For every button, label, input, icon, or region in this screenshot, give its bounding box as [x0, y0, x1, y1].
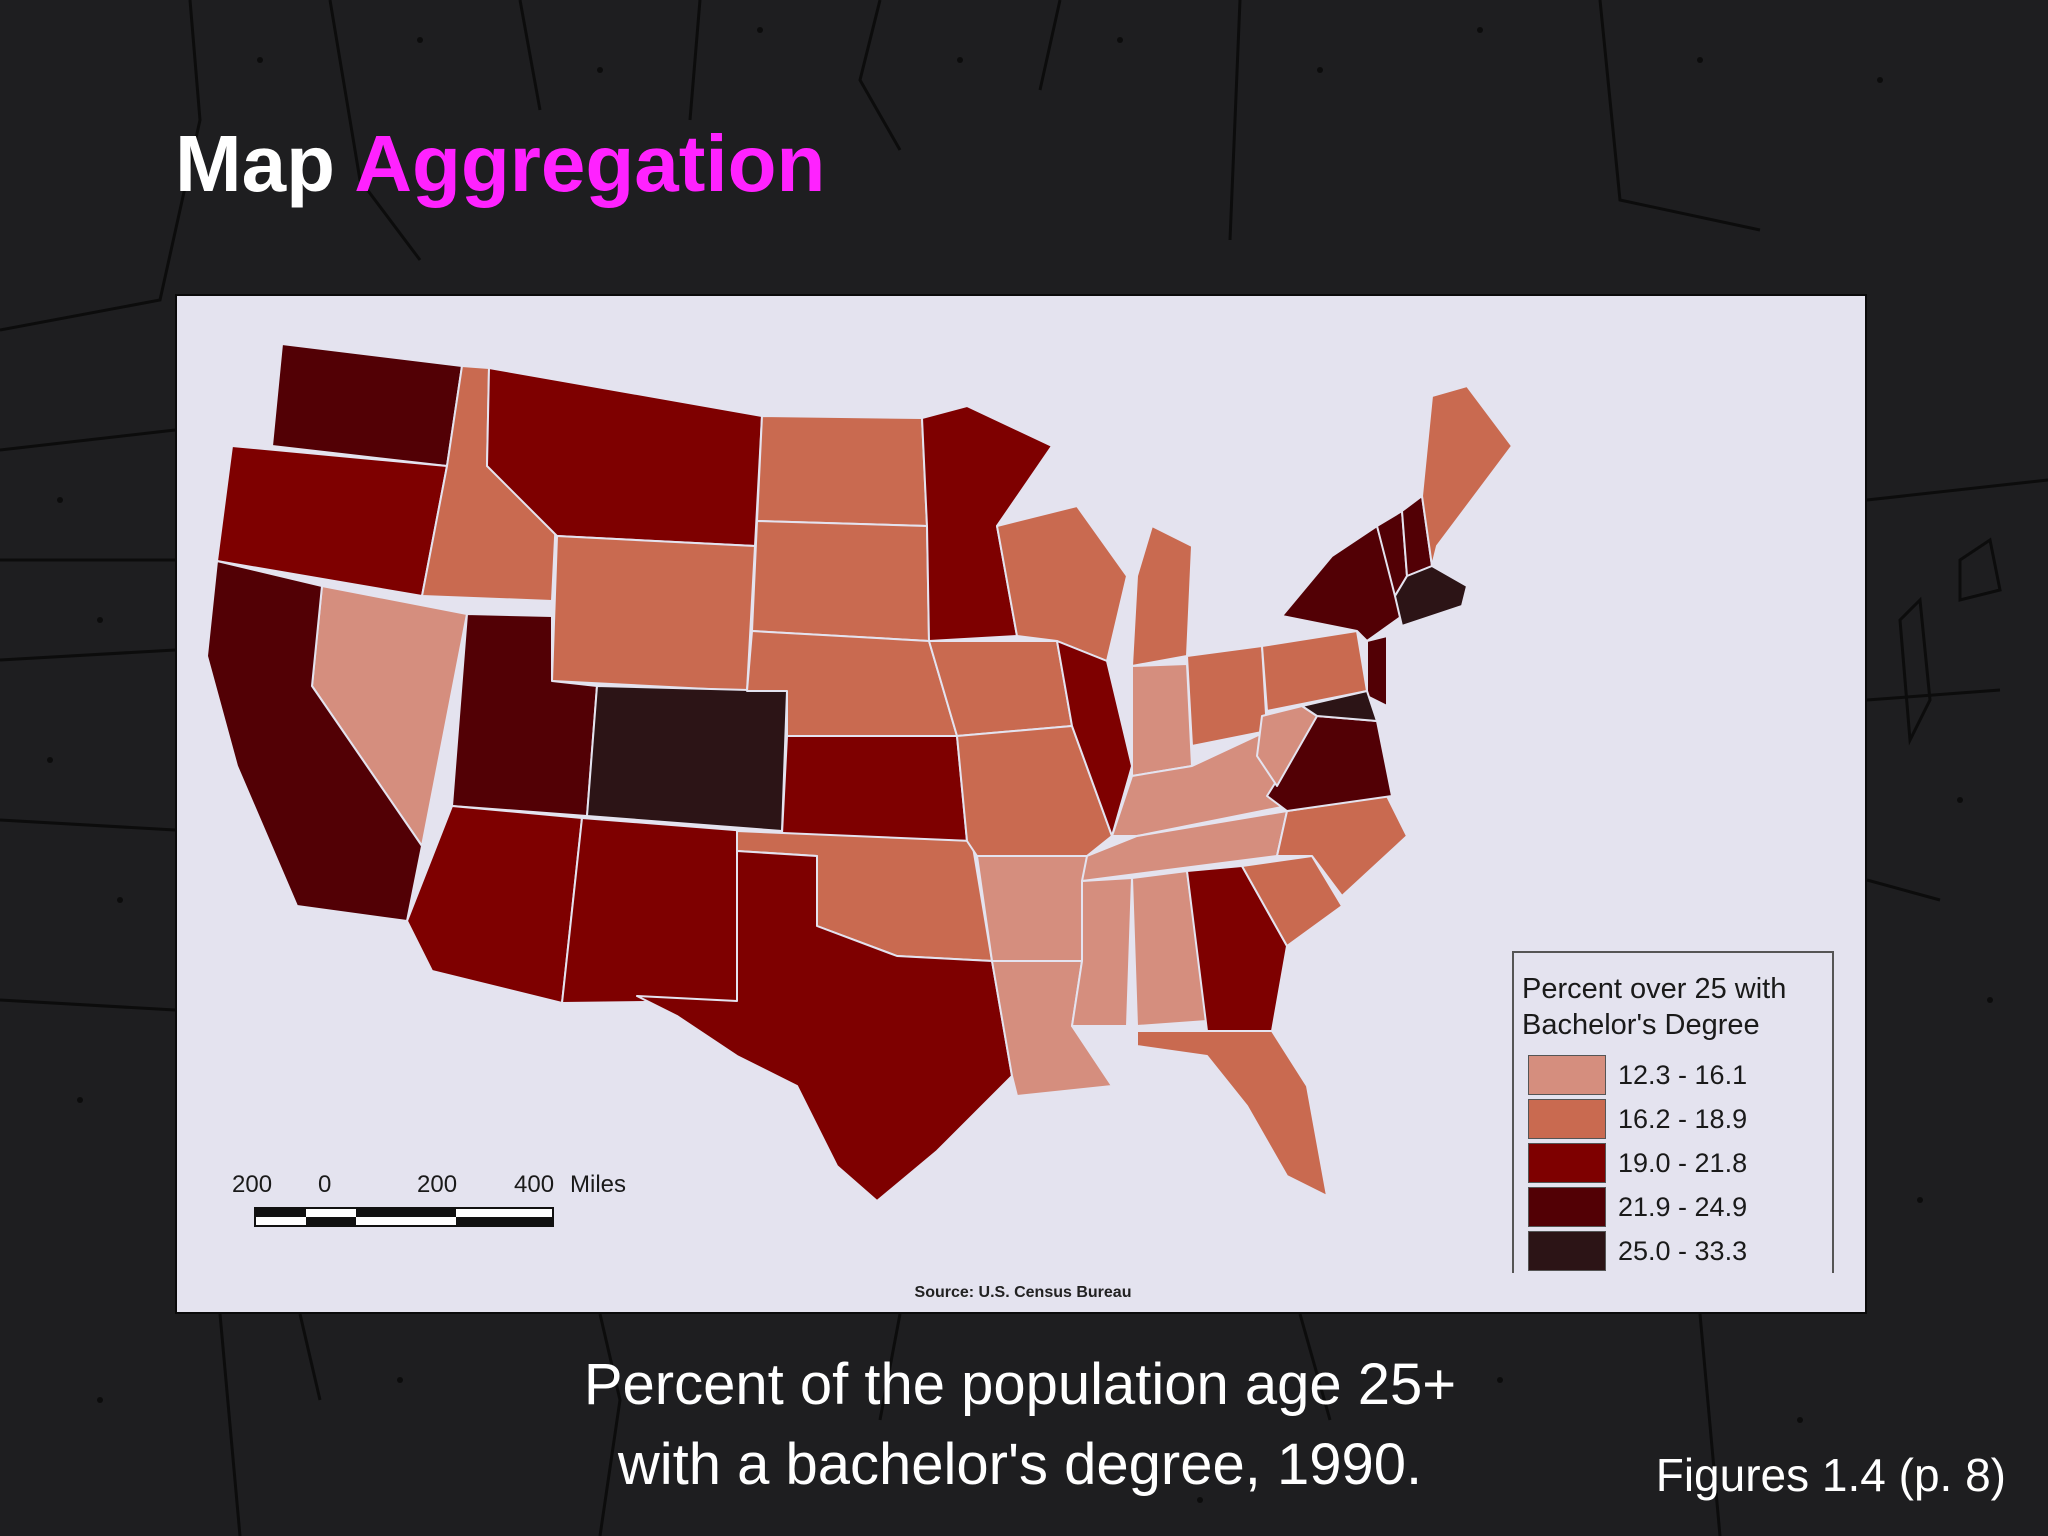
scale-bar: 200 0 200 400 Miles: [232, 1171, 692, 1261]
state-ohio: [1186, 645, 1268, 747]
legend-swatch: [1528, 1143, 1606, 1183]
title-accent: Aggregation: [354, 119, 826, 208]
legend-label: 19.0 - 21.8: [1618, 1147, 1748, 1178]
state-texas: [636, 850, 1013, 1202]
state-indiana: [1131, 663, 1193, 777]
state-wisconsin: [996, 505, 1128, 662]
legend-label: 21.9 - 24.9: [1618, 1191, 1748, 1222]
state-south-carolina: [1241, 855, 1343, 947]
state-michigan: [1131, 525, 1193, 667]
state-massachusetts: [1394, 565, 1468, 627]
scale-unit: Miles: [570, 1171, 627, 1198]
state-kansas: [781, 735, 968, 842]
legend-class: 25.0 - 33.3: [1522, 1229, 1832, 1273]
legend-class: 21.9 - 24.9: [1522, 1185, 1832, 1229]
state-new-mexico: [561, 817, 748, 1004]
state-arizona: [406, 805, 583, 1004]
state-maine: [1421, 385, 1513, 567]
state-south-dakota: [751, 520, 930, 642]
legend-swatch: [1528, 1055, 1606, 1095]
legend-label: 12.3 - 16.1: [1618, 1059, 1748, 1090]
scale-label-0: 0: [318, 1171, 332, 1198]
legend-swatch: [1528, 1231, 1606, 1271]
title-main: Map: [175, 119, 335, 208]
slide-caption: Percent of the population age 25+ with a…: [470, 1345, 1570, 1505]
legend-label: 16.2 - 18.9: [1618, 1103, 1748, 1134]
legend-class: 19.0 - 21.8: [1522, 1141, 1832, 1185]
scale-bar-graphic: [254, 1207, 554, 1227]
state-illinois: [1056, 640, 1133, 837]
state-arkansas: [976, 855, 1088, 962]
legend-swatch: [1528, 1187, 1606, 1227]
legend-class: 12.3 - 16.1: [1522, 1053, 1832, 1097]
state-mississippi: [1071, 877, 1133, 1027]
legend-title-line2: Bachelor's Degree: [1522, 1009, 1760, 1041]
state-wyoming: [551, 535, 756, 692]
scale-label-200: 200: [417, 1171, 458, 1198]
map-source: Source: U.S. Census Bureau: [914, 1284, 1132, 1301]
state-georgia: [1186, 865, 1288, 1032]
legend-label: 25.0 - 33.3: [1618, 1235, 1748, 1266]
scale-label-400: 400: [514, 1171, 555, 1198]
choropleth-map-panel: 200 0 200 400 Miles Percent over 25 with…: [175, 294, 1867, 1314]
legend-swatch: [1528, 1099, 1606, 1139]
caption-line2: with a bachelor's degree, 1990.: [617, 1432, 1423, 1497]
state-north-dakota: [756, 415, 928, 527]
state-new-jersey: [1366, 635, 1388, 707]
legend-title-line1: Percent over 25 with: [1522, 973, 1787, 1005]
state-colorado: [586, 685, 788, 832]
map-legend: Percent over 25 with Bachelor's Degree 1…: [1512, 951, 1834, 1273]
scale-label-200-left: 200: [232, 1171, 273, 1198]
legend-class: 16.2 - 18.9: [1522, 1097, 1832, 1141]
us-states-map: [206, 343, 1513, 1202]
state-maryland: [1301, 690, 1378, 722]
legend-title: Percent over 25 with Bachelor's Degree: [1522, 971, 1832, 1043]
figure-reference: Figures 1.4 (p. 8): [1655, 1449, 2006, 1501]
state-florida: [1136, 1030, 1328, 1197]
caption-line1: Percent of the population age 25+: [583, 1352, 1457, 1417]
state-washington: [271, 343, 463, 467]
state-west-virginia: [1256, 705, 1318, 787]
slide-title: Map Aggregation: [175, 118, 825, 210]
